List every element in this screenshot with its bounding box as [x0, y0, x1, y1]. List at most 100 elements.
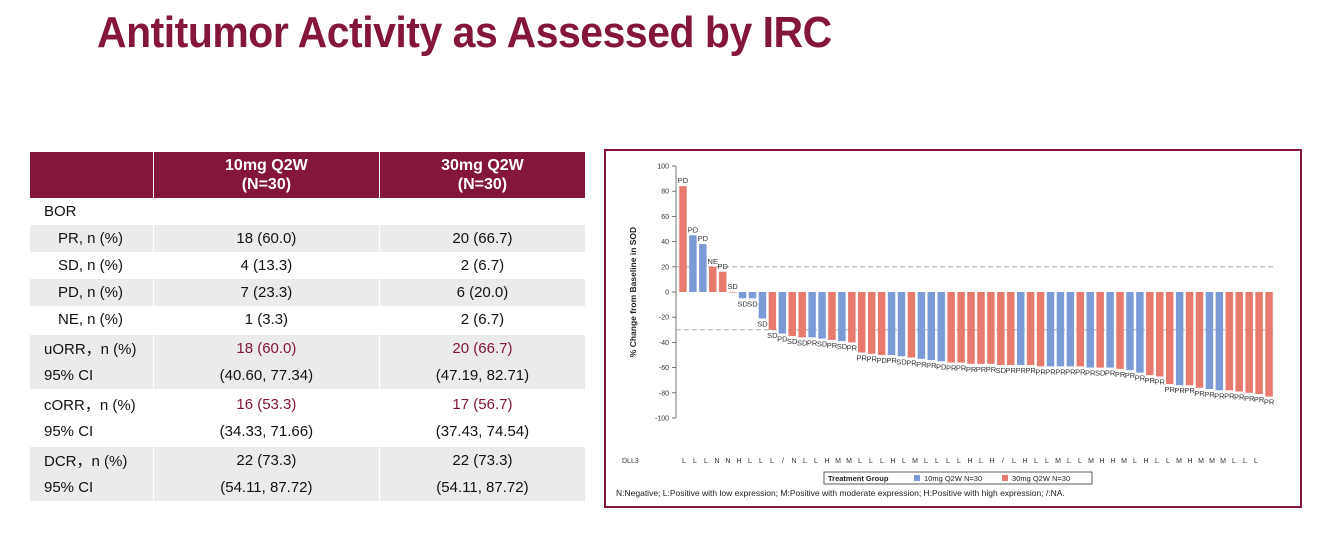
- y-tick-label: 20: [661, 264, 669, 271]
- dll3-status: H: [1022, 458, 1027, 465]
- bar: [1007, 292, 1015, 366]
- bar-bor-label: PR: [926, 361, 937, 370]
- dll3-status: L: [693, 458, 697, 465]
- y-tick-label: -100: [655, 416, 669, 423]
- dll3-status: L: [682, 458, 686, 465]
- bar: [1165, 292, 1174, 384]
- bar-bor-label: PR: [986, 365, 997, 374]
- row-value-10mg: 7 (23.3): [152, 279, 380, 306]
- bar: [1076, 292, 1085, 367]
- row-value-10mg: 1 (3.3): [152, 306, 380, 334]
- dll3-status: L: [814, 458, 818, 465]
- bar: [718, 271, 727, 292]
- bar-bor-label: PR: [1145, 376, 1156, 385]
- dll3-status: /: [1002, 458, 1004, 465]
- legend-box: [823, 471, 1093, 485]
- dll3-status: L: [979, 458, 983, 465]
- bar-bor-label: PD: [678, 176, 689, 185]
- results-table: 10mg Q2W (N=30) 30mg Q2W (N=30) BOR PR, n …: [30, 152, 585, 501]
- dll3-status: M: [1176, 458, 1182, 465]
- bar-bor-label: SD: [817, 340, 828, 349]
- bar: [997, 292, 1005, 366]
- y-tick-label: 40: [661, 239, 669, 246]
- table-row-pr: PR, n (%) 18 (60.0) 20 (66.7): [30, 225, 585, 252]
- bar: [1215, 292, 1224, 391]
- bar-bor-label: PR: [1155, 377, 1166, 386]
- bar: [798, 292, 806, 338]
- bar: [1096, 292, 1104, 368]
- bar-bor-label: PD: [876, 356, 887, 365]
- bar: [1116, 292, 1124, 369]
- bar: [1056, 292, 1065, 367]
- row-label: BOR: [30, 198, 154, 225]
- row-value-30mg: 2 (6.7): [378, 252, 585, 279]
- table-row-dcr: DCR，n (%) 22 (73.3) 22 (73.3): [30, 445, 585, 474]
- dll3-status: L: [704, 458, 708, 465]
- dll3-status: M: [1088, 458, 1094, 465]
- dll3-status: M: [1220, 458, 1226, 465]
- bar: [1016, 292, 1025, 366]
- chart-footnote: N:Negative; L:Positive with low expressi…: [616, 488, 1065, 498]
- row-value-10mg: 4 (13.3): [152, 252, 380, 279]
- waterfall-chart-panel: % Change from Baseline in SOD 100 80 60 40 20…: [604, 149, 1302, 508]
- bar: [848, 292, 856, 343]
- row-label: 95% CI: [30, 474, 154, 501]
- bar-bor-label: PR: [1015, 366, 1026, 375]
- dll3-status: L: [957, 458, 961, 465]
- bar: [1195, 292, 1204, 388]
- bar: [937, 292, 945, 362]
- bar: [1106, 292, 1114, 368]
- bar-bor-label: PD: [936, 362, 947, 371]
- bar-bor-label: PR: [827, 341, 838, 350]
- bar-bor-label: PR: [1035, 367, 1046, 376]
- row-value-10mg: (40.60, 77.34): [152, 362, 380, 390]
- row-value-30mg: 20 (66.7): [378, 333, 585, 362]
- dll3-status: M: [912, 458, 918, 465]
- y-tick-label: 100: [657, 164, 669, 171]
- bar: [768, 292, 777, 330]
- dll3-status: H: [890, 458, 895, 465]
- dll3-status: H: [1099, 458, 1104, 465]
- bar-bor-label: SD: [797, 338, 808, 347]
- dll3-status: L: [946, 458, 950, 465]
- dll3-status: L: [1034, 458, 1038, 465]
- bar-bor-label: SD: [837, 342, 848, 351]
- legend-swatch-10mg: [914, 475, 920, 481]
- y-tick-label: 0: [665, 290, 669, 297]
- dll3-status: N: [725, 458, 730, 465]
- dll3-status: L: [803, 458, 807, 465]
- table-header-row: 10mg Q2W (N=30) 30mg Q2W (N=30): [30, 152, 585, 198]
- bar-bor-label: PR: [966, 365, 977, 374]
- bar-bor-label: SD: [757, 319, 768, 328]
- bar-bor-label: PR: [1214, 391, 1225, 400]
- dll3-label: DLL3: [622, 458, 639, 465]
- bar-bor-label: NE: [708, 257, 718, 266]
- bar-bor-label: PR: [1135, 374, 1146, 383]
- dll3-status: L: [748, 458, 752, 465]
- header-10mg: 10mg Q2W (N=30): [152, 152, 380, 198]
- bar-bor-label: PR: [1006, 366, 1017, 375]
- row-value-30mg: (37.43, 74.54): [378, 418, 585, 446]
- bar: [1235, 292, 1243, 392]
- waterfall-chart: % Change from Baseline in SOD 100 80 60 40 20…: [622, 164, 1276, 485]
- bar-bor-label: PR: [1224, 391, 1235, 400]
- row-label: PR, n (%): [30, 225, 154, 252]
- row-label: DCR，n (%): [30, 445, 154, 474]
- bar: [877, 292, 886, 355]
- bar-bor-label: PR: [1194, 389, 1205, 398]
- bar: [1205, 292, 1214, 390]
- y-tick-label: 60: [661, 214, 669, 221]
- row-value-10mg: 18 (60.0): [152, 333, 380, 362]
- bar: [927, 292, 936, 361]
- row-value-30mg: 22 (73.3): [378, 445, 585, 474]
- dll3-status: L: [1166, 458, 1170, 465]
- bar: [1255, 292, 1263, 395]
- bar: [1066, 292, 1075, 367]
- bar: [689, 235, 697, 292]
- dll3-status: L: [1232, 458, 1236, 465]
- bar-bor-label: PR: [1085, 369, 1096, 378]
- header-blank: [30, 152, 154, 198]
- y-axis-label: % Change from Baseline in SOD: [628, 227, 638, 357]
- row-value-10mg: (54.11, 87.72): [152, 474, 380, 501]
- bar-bor-label: PR: [1115, 370, 1126, 379]
